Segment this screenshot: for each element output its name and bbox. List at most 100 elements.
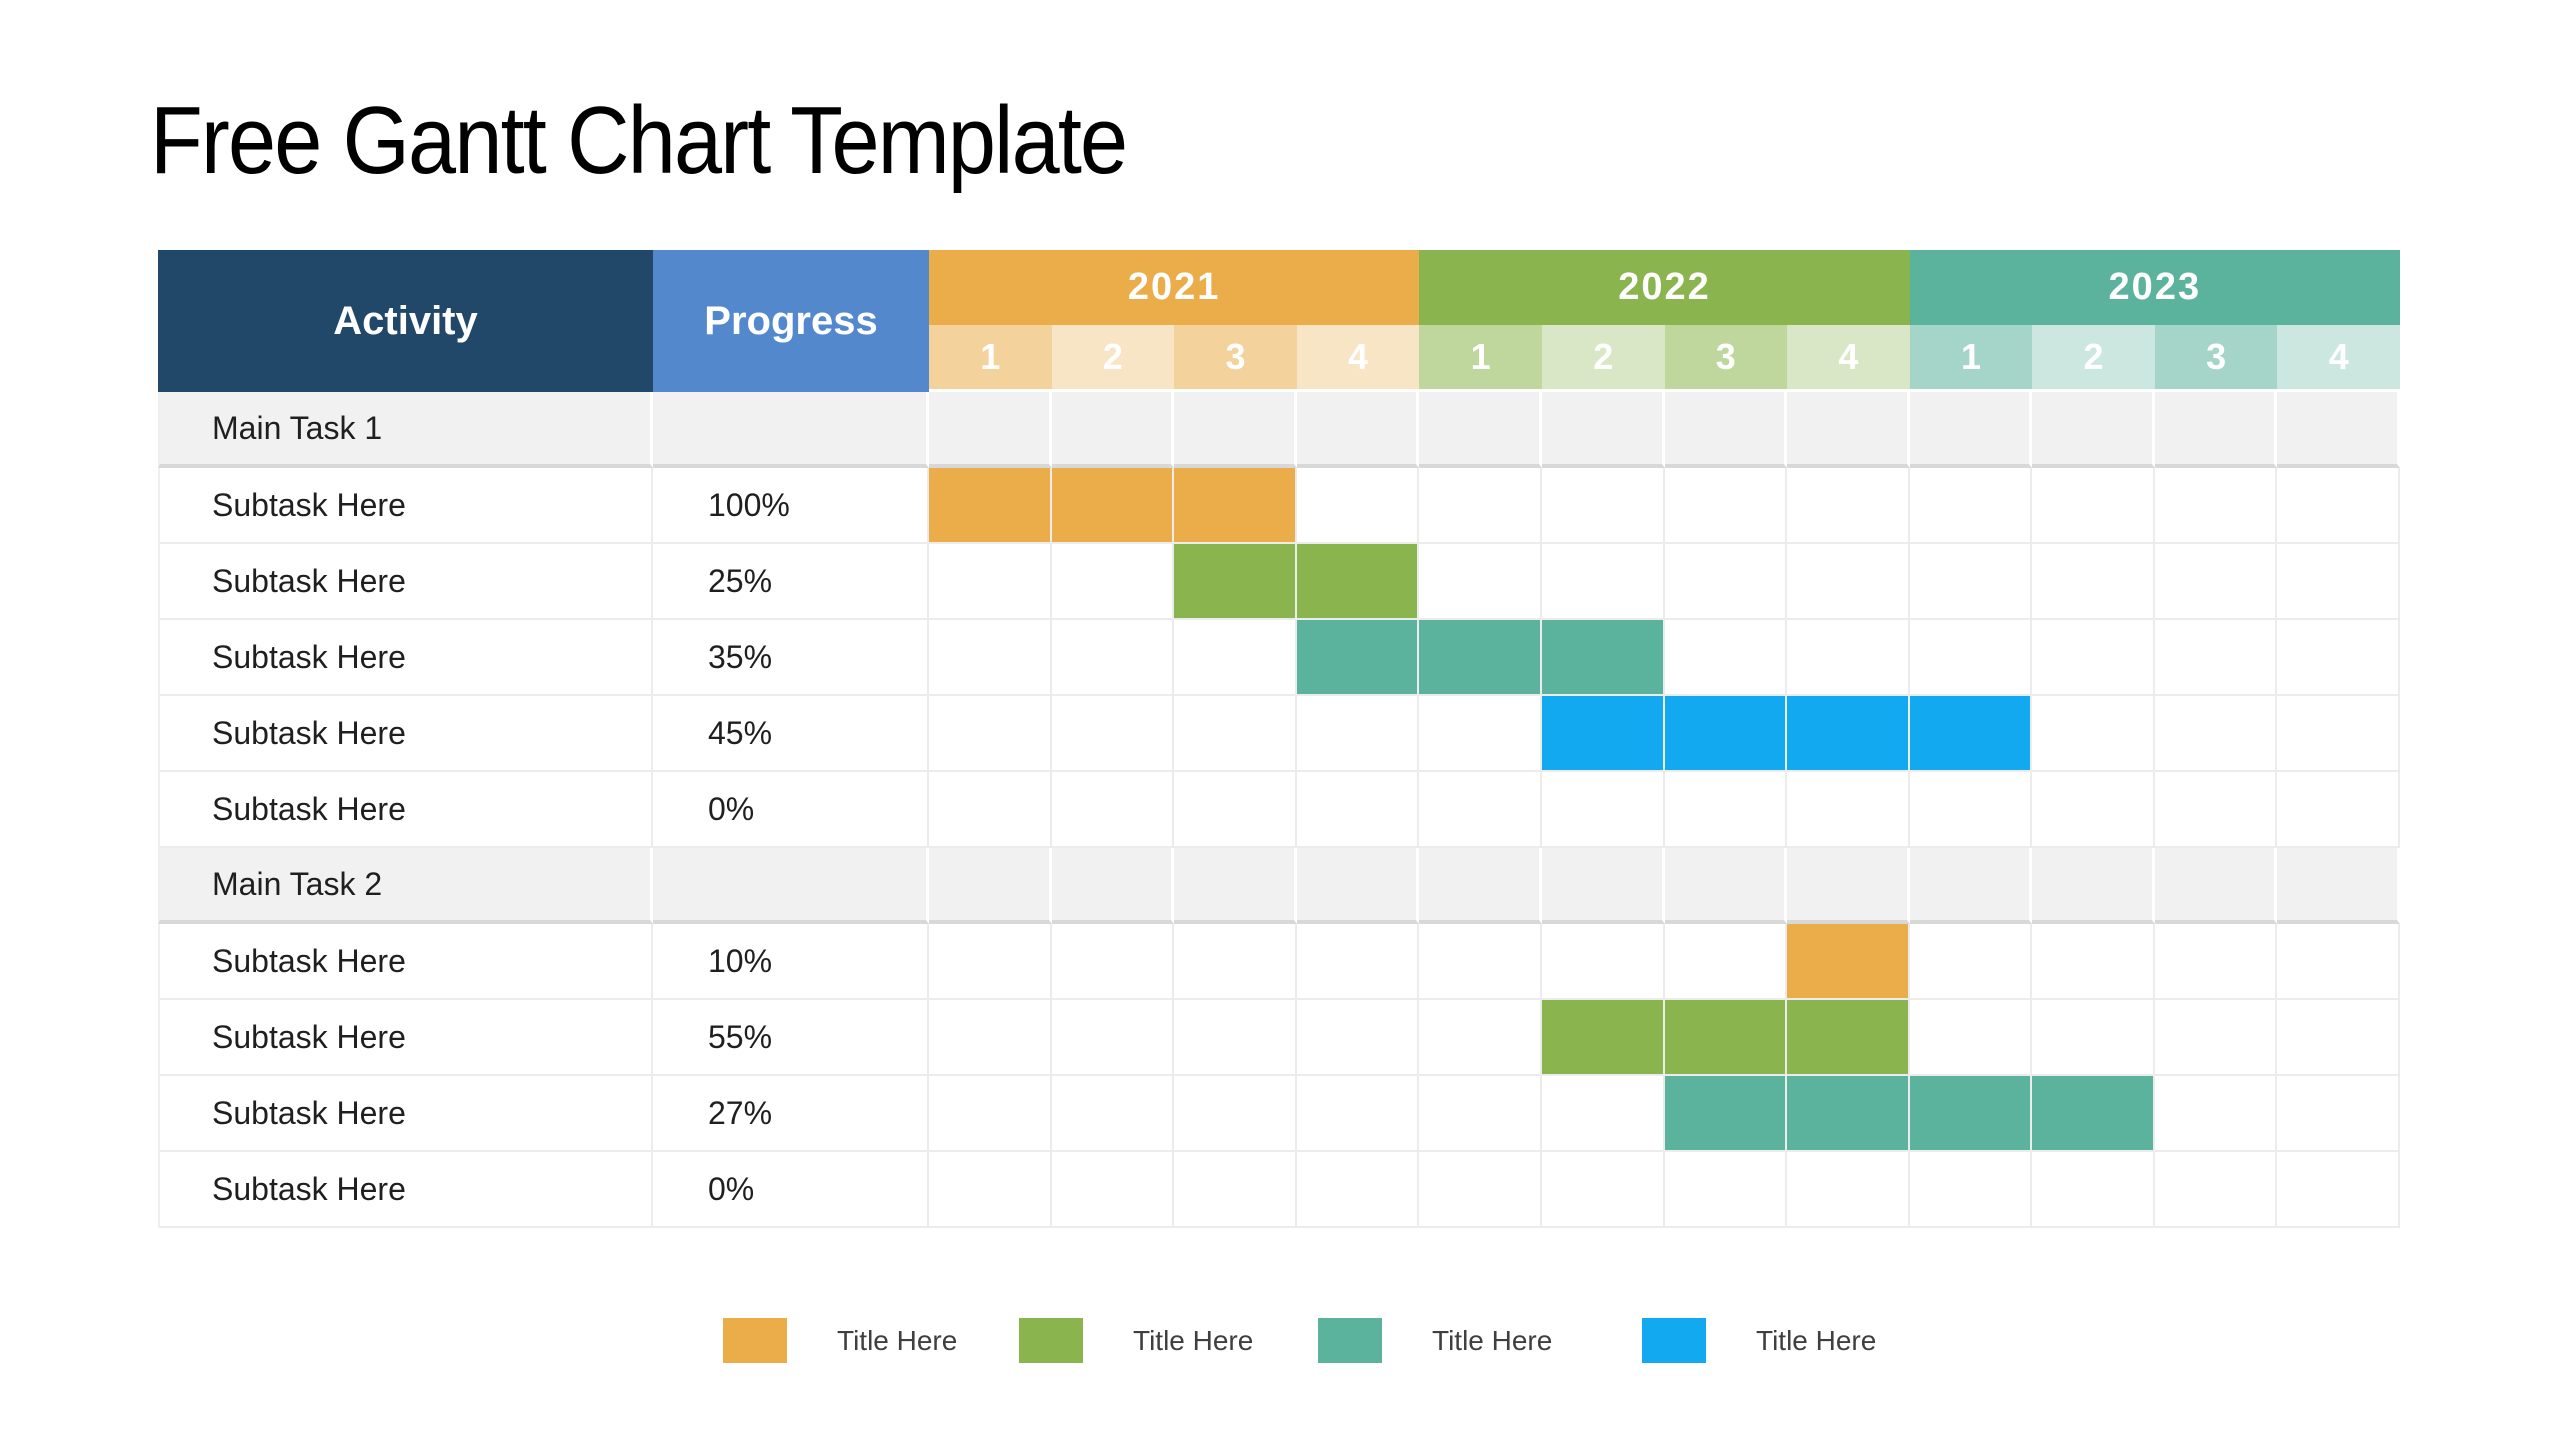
task-activity-cell: Subtask Here <box>158 620 653 696</box>
task-activity-cell: Subtask Here <box>158 1076 653 1152</box>
gantt-empty-cell <box>1664 772 1788 848</box>
task-activity-cell: Subtask Here <box>158 924 653 1000</box>
gantt-empty-cell <box>1174 392 1297 468</box>
gantt-empty-cell <box>1296 696 1420 772</box>
gantt-bar-cell <box>1296 620 1420 696</box>
quarter-header-cell: 4 <box>2277 325 2400 392</box>
gantt-empty-cell <box>1909 924 2033 1000</box>
gantt-bar-cell <box>1541 620 1665 696</box>
gantt-empty-cell <box>1541 924 1665 1000</box>
task-progress-cell: 27% <box>653 1076 929 1152</box>
gantt-empty-cell <box>1664 1152 1788 1228</box>
gantt-empty-cell <box>929 1000 1052 1076</box>
gantt-empty-cell <box>1541 468 1665 544</box>
legend-swatch <box>1642 1318 1706 1363</box>
gantt-bar-cell <box>1541 696 1665 772</box>
gantt-empty-cell <box>2154 468 2278 544</box>
gantt-empty-cell <box>1909 1152 2033 1228</box>
gantt-empty-cell <box>1174 1000 1297 1076</box>
gantt-empty-cell <box>2032 772 2155 848</box>
gantt-empty-cell <box>929 772 1052 848</box>
task-progress-cell: 25% <box>653 544 929 620</box>
gantt-empty-cell <box>2277 468 2400 544</box>
gantt-empty-cell <box>1419 848 1542 924</box>
quarter-header-cell: 2 <box>1541 325 1665 392</box>
gantt-bar-cell <box>1419 620 1542 696</box>
task-activity-cell: Subtask Here <box>158 1152 653 1228</box>
gantt-empty-cell <box>1541 1076 1665 1152</box>
gantt-empty-cell <box>2154 1152 2278 1228</box>
gantt-bar-cell <box>929 468 1052 544</box>
year-header-cell: 2023 <box>1909 250 2400 325</box>
gantt-empty-cell <box>1051 1076 1175 1152</box>
legend-label: Title Here <box>1756 1324 1877 1356</box>
gantt-empty-cell <box>1787 848 1910 924</box>
gantt-empty-cell <box>1909 544 2033 620</box>
legend-label: Title Here <box>837 1324 958 1356</box>
gantt-bar-cell <box>2032 1076 2155 1152</box>
gantt-bar-cell <box>1174 544 1297 620</box>
quarter-header-cell: 3 <box>1664 325 1788 392</box>
gantt-empty-cell <box>1296 848 1420 924</box>
gantt-empty-cell <box>2277 544 2400 620</box>
gantt-empty-cell <box>2277 848 2400 924</box>
gantt-empty-cell <box>929 1152 1052 1228</box>
gantt-empty-cell <box>1909 468 2033 544</box>
gantt-empty-cell <box>2277 1000 2400 1076</box>
task-activity-cell: Subtask Here <box>158 468 653 544</box>
gantt-empty-cell <box>1051 696 1175 772</box>
gantt-empty-cell <box>2277 924 2400 1000</box>
gantt-empty-cell <box>2277 392 2400 468</box>
year-header-cell: 2021 <box>929 250 1420 325</box>
gantt-empty-cell <box>2154 620 2278 696</box>
group-activity-cell: Main Task 1 <box>158 392 653 468</box>
quarter-header-cell: 2 <box>1051 325 1175 392</box>
gantt-empty-cell <box>1051 544 1175 620</box>
task-progress-cell: 100% <box>653 468 929 544</box>
gantt-empty-cell <box>1419 1152 1542 1228</box>
gantt-empty-cell <box>1296 1152 1420 1228</box>
legend-swatch <box>723 1318 787 1363</box>
gantt-empty-cell <box>2154 1076 2278 1152</box>
gantt-empty-cell <box>2032 848 2155 924</box>
gantt-empty-cell <box>1419 924 1542 1000</box>
gantt-empty-cell <box>2032 1000 2155 1076</box>
gantt-empty-cell <box>1174 620 1297 696</box>
gantt-empty-cell <box>2032 468 2155 544</box>
gantt-empty-cell <box>2032 544 2155 620</box>
gantt-bar-cell <box>1909 696 2033 772</box>
legend-item: Title Here <box>1019 1318 1253 1363</box>
gantt-empty-cell <box>1787 772 1910 848</box>
gantt-empty-cell <box>1909 848 2033 924</box>
task-progress-cell: 35% <box>653 620 929 696</box>
quarter-header-cell: 1 <box>929 325 1052 392</box>
gantt-empty-cell <box>1051 772 1175 848</box>
gantt-empty-cell <box>2277 1076 2400 1152</box>
gantt-empty-cell <box>2154 772 2278 848</box>
group-activity-cell: Main Task 2 <box>158 848 653 924</box>
quarter-header-cell: 3 <box>1174 325 1297 392</box>
gantt-empty-cell <box>1419 1076 1542 1152</box>
gantt-empty-cell <box>2154 392 2278 468</box>
gantt-empty-cell <box>1051 620 1175 696</box>
gantt-empty-cell <box>2277 772 2400 848</box>
gantt-empty-cell <box>1664 468 1788 544</box>
gantt-empty-cell <box>929 620 1052 696</box>
gantt-empty-cell <box>1419 1000 1542 1076</box>
gantt-empty-cell <box>2277 620 2400 696</box>
gantt-empty-cell <box>929 1076 1052 1152</box>
gantt-empty-cell <box>1787 468 1910 544</box>
gantt-empty-cell <box>1787 544 1910 620</box>
gantt-empty-cell <box>1174 696 1297 772</box>
activity-header-cell: Activity <box>158 250 653 392</box>
gantt-empty-cell <box>2032 392 2155 468</box>
gantt-empty-cell <box>1664 620 1788 696</box>
gantt-empty-cell <box>2277 696 2400 772</box>
legend-item: Title Here <box>723 1318 957 1363</box>
quarter-header-cell: 2 <box>2032 325 2155 392</box>
gantt-empty-cell <box>1051 924 1175 1000</box>
gantt-table: Activity Progress 2021 1 2 3 4 2022 1 2 3 4 2023 1 2 3 4… <box>158 250 2400 1228</box>
quarter-header-cell: 3 <box>2154 325 2278 392</box>
quarter-header-cell: 1 <box>1419 325 1542 392</box>
legend-item: Title Here <box>1642 1318 1876 1363</box>
